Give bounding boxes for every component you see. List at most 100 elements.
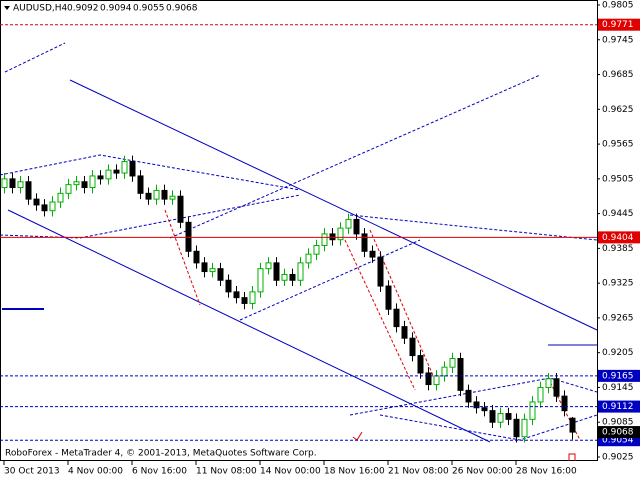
candle-body — [305, 253, 312, 264]
candle-body — [505, 413, 512, 420]
trend-lines — [0, 42, 598, 461]
header-symbol: AUDUSD,H4 — [13, 4, 68, 14]
candle-body — [545, 378, 552, 388]
candle-body — [137, 175, 144, 194]
candle-body — [41, 204, 48, 212]
x-tick-label: 18 Nov 16:00 — [324, 467, 385, 477]
candle-body — [393, 308, 400, 328]
candle-body — [193, 250, 200, 264]
candle-body — [465, 389, 472, 403]
trend-line — [69, 79, 598, 331]
y-tick-label: 0.9265 — [602, 313, 634, 323]
candle-body — [145, 192, 152, 200]
header-high: 0.9094 — [100, 4, 132, 14]
candle-body — [433, 375, 440, 386]
candle-body — [241, 297, 248, 304]
candle-body — [425, 372, 432, 386]
candle-body — [217, 268, 224, 281]
y-tick-label: 0.9565 — [602, 140, 634, 150]
candle-body — [257, 268, 264, 293]
trend-line — [547, 377, 581, 441]
y-tick-label: 0.9205 — [602, 348, 634, 358]
candle-body — [569, 417, 576, 433]
candle-body — [233, 291, 240, 299]
x-tick-label: 11 Nov 08:00 — [196, 467, 257, 477]
candle-body — [121, 160, 128, 174]
x-tick-label: 28 Nov 16:00 — [516, 467, 577, 477]
candle-body — [329, 233, 336, 241]
candle-body — [369, 250, 376, 258]
y-tick-label: 0.9805 — [602, 1, 634, 11]
candle-body — [513, 418, 520, 438]
candle-body — [353, 218, 360, 235]
candle-body — [377, 256, 384, 287]
x-tick-label: 6 Nov 16:00 — [132, 467, 187, 477]
level-label: 0.9404 — [602, 233, 634, 243]
candle-body — [529, 401, 536, 420]
candle-body — [65, 184, 72, 194]
candle-body — [57, 192, 64, 203]
candle-body — [153, 189, 160, 200]
x-tick-label: 30 Oct 2013 — [4, 467, 60, 477]
header-close: 0.9068 — [166, 4, 198, 14]
candle-body — [105, 169, 112, 180]
y-tick-label: 0.9385 — [602, 244, 634, 254]
candle-body — [481, 407, 488, 412]
candle-body — [249, 291, 256, 304]
candle-body — [553, 378, 560, 397]
candle-body — [161, 189, 168, 200]
candle-body — [177, 195, 184, 223]
y-tick-label: 0.9085 — [602, 418, 634, 428]
candle-body — [497, 413, 504, 423]
y-tick-label: 0.9025 — [602, 453, 634, 463]
header-open: 0.9092 — [67, 4, 99, 14]
candle-body — [345, 218, 352, 229]
y-tick-label: 0.9685 — [602, 70, 634, 80]
level-label-box — [598, 400, 640, 413]
candle-body — [441, 366, 448, 377]
candle-body — [169, 195, 176, 200]
candle-body — [73, 181, 80, 186]
candle-body — [129, 160, 136, 177]
candle-body — [281, 273, 288, 281]
candle-body — [489, 410, 496, 423]
candle-body — [449, 357, 456, 368]
y-tick-label: 0.9625 — [602, 105, 634, 115]
candle-body — [385, 285, 392, 310]
candle-body — [401, 326, 408, 339]
candle-body — [97, 175, 104, 180]
footer: RoboForex - MetaTrader 4, © 2001-2013, M… — [5, 449, 317, 459]
y-tick-label: 0.9745 — [602, 35, 634, 45]
trend-line — [4, 42, 66, 73]
arrow-mark — [568, 453, 576, 461]
candle-body — [273, 262, 280, 281]
candle-body — [321, 233, 328, 246]
candle-body — [537, 386, 544, 403]
header-low: 0.9055 — [133, 4, 165, 14]
x-tick-label: 26 Nov 00:00 — [452, 467, 513, 477]
y-tick-label: 0.9445 — [602, 209, 634, 219]
x-tick-label: 14 Nov 00:00 — [260, 467, 321, 477]
candle-body — [561, 395, 568, 412]
candle-body — [289, 273, 296, 281]
candle-body — [417, 355, 424, 374]
candle-body — [361, 233, 368, 252]
candle-body — [209, 268, 216, 273]
level-label: 0.9054 — [602, 436, 634, 446]
plot-frame — [0, 0, 598, 461]
candle-body — [201, 262, 208, 273]
trend-line — [0, 154, 301, 191]
trend-line — [349, 214, 598, 241]
x-tick-label: 21 Nov 08:00 — [388, 467, 449, 477]
price-label-box — [598, 426, 640, 439]
y-tick-label: 0.9145 — [602, 383, 634, 393]
candle-body — [457, 357, 464, 391]
level-label-box — [598, 231, 640, 244]
candle-body — [337, 227, 344, 241]
candle-body — [17, 181, 24, 189]
trend-line — [0, 194, 301, 239]
candle-body — [113, 169, 120, 174]
candle-body — [25, 181, 32, 200]
